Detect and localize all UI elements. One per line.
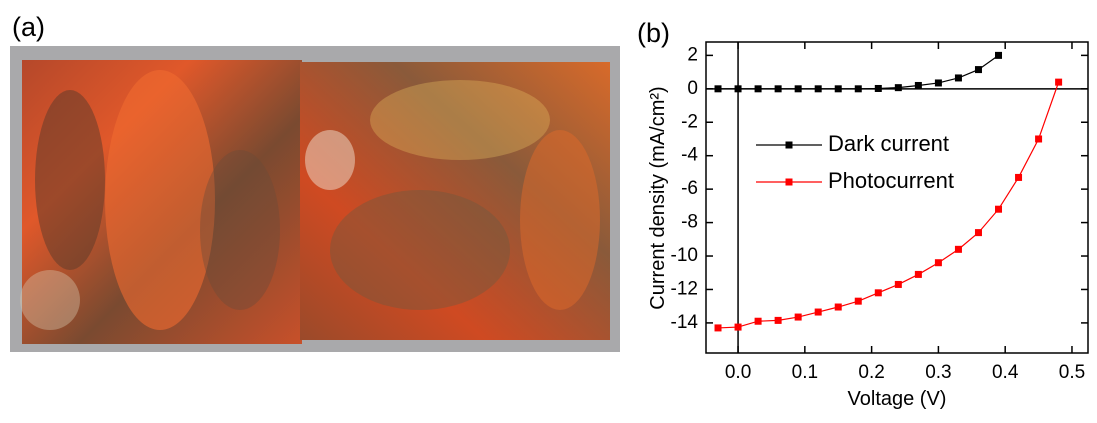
marker (915, 271, 922, 278)
series-line (718, 82, 1059, 328)
x-axis-title: Voltage (V) (848, 388, 947, 410)
marker (795, 85, 802, 92)
marker (875, 289, 882, 296)
x-tick-label: 0.2 (858, 362, 884, 383)
marker (895, 281, 902, 288)
marker (775, 85, 782, 92)
marker (995, 52, 1002, 59)
marker (935, 79, 942, 86)
y-tick-label: -4 (681, 145, 698, 166)
y-tick-label: 2 (687, 44, 698, 65)
y-tick-label: 0 (687, 78, 698, 99)
marker (975, 66, 982, 73)
y-tick-label: -6 (681, 178, 698, 199)
y-tick-label: -8 (681, 212, 698, 233)
figure: (a) (b) Voltage (V) Current density (mA/… (0, 0, 1097, 418)
marker (735, 85, 742, 92)
marker (715, 324, 722, 331)
x-tick-label: 0.3 (925, 362, 951, 383)
marker (875, 85, 882, 92)
y-tick-label: -12 (671, 278, 698, 299)
marker (975, 229, 982, 236)
panel-label: (b) (637, 18, 670, 48)
legend-label: Dark current (828, 131, 949, 156)
y-tick-label: -10 (671, 245, 698, 266)
marker (1055, 79, 1062, 86)
marker (915, 82, 922, 89)
marker (755, 85, 762, 92)
panel-label: (a) (12, 12, 45, 42)
photo (10, 46, 620, 352)
marker (1035, 135, 1042, 142)
x-tick-label: 0.4 (992, 362, 1019, 383)
marker (995, 206, 1002, 213)
plot-area (706, 42, 1088, 353)
series-line (718, 55, 998, 88)
marker (835, 304, 842, 311)
y-tick-label: -2 (681, 111, 698, 132)
x-tick-label: 0.0 (725, 362, 751, 383)
marker (895, 84, 902, 91)
marker (955, 74, 962, 81)
legend-marker (786, 179, 793, 186)
legend-marker (786, 142, 793, 149)
marker (815, 85, 822, 92)
marker (715, 85, 722, 92)
marker (735, 324, 742, 331)
marker (855, 85, 862, 92)
marker (795, 314, 802, 321)
x-tick-label: 0.1 (792, 362, 818, 383)
marker (815, 309, 822, 316)
y-tick-label: -14 (671, 312, 699, 333)
x-tick-label: 0.5 (1059, 362, 1085, 383)
marker (955, 246, 962, 253)
marker (775, 317, 782, 324)
marker (935, 259, 942, 266)
marker (755, 318, 762, 325)
marker (855, 298, 862, 305)
marker (1015, 174, 1022, 181)
y-axis-title: Current density (mA/cm²) (647, 86, 669, 309)
marker (835, 85, 842, 92)
legend-label: Photocurrent (828, 168, 954, 193)
